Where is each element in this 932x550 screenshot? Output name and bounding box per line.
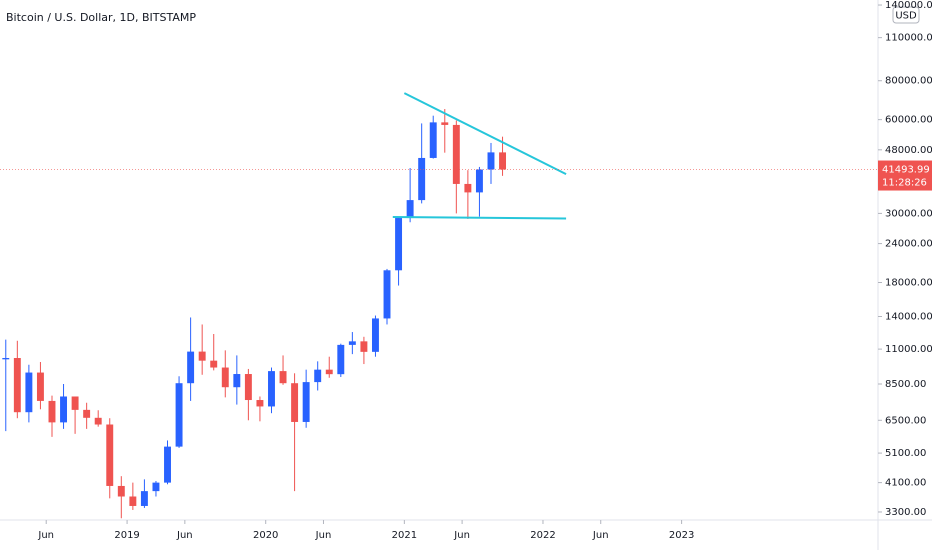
x-tick-label: Jun xyxy=(453,530,470,541)
last-price-label: 41493.99 xyxy=(882,165,930,176)
candle-body xyxy=(418,157,426,201)
candle-body xyxy=(244,374,252,401)
candle-body xyxy=(71,396,79,410)
candle-body xyxy=(499,152,507,170)
candle-body xyxy=(25,372,33,413)
candle-body xyxy=(198,351,206,361)
y-tick-label: 60000.00 xyxy=(885,115,932,126)
candle-body xyxy=(48,400,56,423)
candle-body xyxy=(106,424,114,486)
y-tick-label: 4100.00 xyxy=(885,478,926,489)
candle-body xyxy=(475,169,483,193)
y-tick-label: 5100.00 xyxy=(885,448,926,459)
candle-body xyxy=(487,152,495,170)
y-tick-label: 18000.00 xyxy=(885,278,932,289)
trendline xyxy=(403,92,567,176)
candle-body xyxy=(371,318,379,352)
x-tick-label: 2022 xyxy=(530,530,555,541)
candle-body xyxy=(452,124,460,184)
y-tick-label: 14000.00 xyxy=(885,311,932,322)
chart-title: Bitcoin / U.S. Dollar, 1D, BITSTAMP xyxy=(6,11,196,24)
candle-body xyxy=(83,409,91,418)
last-price-box xyxy=(878,160,932,191)
x-tick-label: 2021 xyxy=(392,530,417,541)
candle-body xyxy=(348,341,356,345)
y-tick-label: 30000.00 xyxy=(885,208,932,219)
candle-body xyxy=(337,344,345,375)
candle-body xyxy=(291,383,299,422)
y-tick-label: 11000.00 xyxy=(885,344,932,355)
y-tick-label: 8500.00 xyxy=(885,379,926,390)
candle-body xyxy=(441,122,449,125)
candle-body xyxy=(117,485,125,497)
trendline xyxy=(392,216,567,220)
x-tick-label: Jun xyxy=(315,530,332,541)
candle-body xyxy=(164,446,171,483)
candle-body xyxy=(256,400,264,407)
x-tick-label: 2019 xyxy=(114,530,139,541)
candle-body xyxy=(360,341,368,352)
x-tick-label: 2023 xyxy=(669,530,694,541)
candle-body xyxy=(2,358,10,360)
candle-body xyxy=(13,358,21,413)
candle-body xyxy=(325,369,333,375)
y-tick-label: 140000.00 xyxy=(885,0,932,11)
candle-body xyxy=(175,383,183,447)
y-tick-label: 3300.00 xyxy=(885,507,926,518)
candle-body xyxy=(406,200,414,219)
x-tick-label: Jun xyxy=(592,530,609,541)
candle-body xyxy=(129,496,137,506)
candle-body xyxy=(268,371,275,407)
x-tick-label: 2020 xyxy=(253,530,278,541)
y-tick-label: 110000.00 xyxy=(885,33,932,44)
currency-button[interactable] xyxy=(892,6,920,24)
candle-body xyxy=(36,372,44,401)
candle-body xyxy=(383,270,391,319)
countdown-label: 11:28:26 xyxy=(882,178,927,189)
y-tick-label: 6500.00 xyxy=(885,415,926,426)
candle-body xyxy=(221,367,229,388)
candle-body xyxy=(464,183,472,193)
x-tick-label: Jun xyxy=(37,530,54,541)
currency-label[interactable]: USD xyxy=(895,11,917,22)
candle-body xyxy=(94,417,102,425)
candle-body xyxy=(395,218,403,271)
candle-body xyxy=(152,482,160,492)
candle-body xyxy=(302,382,310,422)
y-tick-label: 24000.00 xyxy=(885,239,932,250)
candle-body xyxy=(233,374,241,388)
candle-body xyxy=(429,122,437,158)
candle-body xyxy=(187,351,195,384)
x-tick-label: Jun xyxy=(176,530,193,541)
y-tick-label: 80000.00 xyxy=(885,76,932,87)
candle-body xyxy=(140,491,148,506)
candle-body xyxy=(314,369,322,383)
candle-body xyxy=(279,371,287,384)
y-tick-label: 48000.00 xyxy=(885,145,932,156)
candle-body xyxy=(210,360,218,368)
candle-body xyxy=(60,396,68,423)
